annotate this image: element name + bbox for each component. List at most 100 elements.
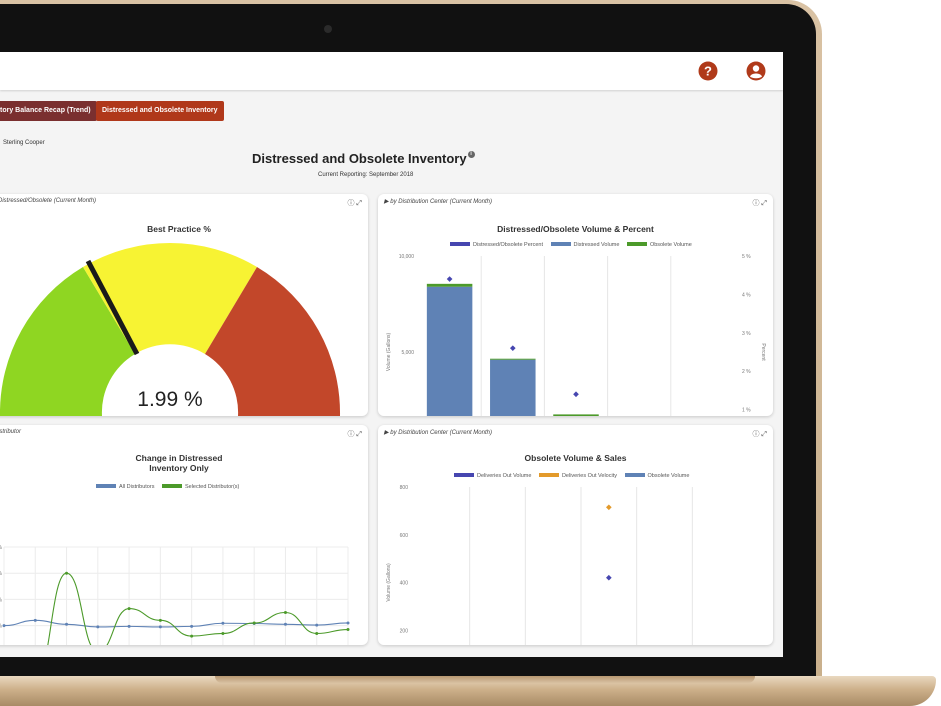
y-tick-label: 0% <box>0 571 3 577</box>
gauge-band-yellow <box>83 243 257 354</box>
series-point <box>127 607 131 611</box>
info-icon[interactable]: ⓘ <box>347 200 355 207</box>
info-icon[interactable]: ⓘ <box>752 431 760 438</box>
camera-icon <box>324 25 332 33</box>
obsolete-sales-card: ▶ by Distribution Center (Current Month)… <box>378 425 773 645</box>
series-point <box>221 631 225 635</box>
company-name: Sterling Cooper <box>3 140 45 146</box>
series-point <box>2 624 6 628</box>
expand-icon[interactable]: ⤢ <box>761 200 767 207</box>
chart-legend: All Distributors Selected Distributor(s) <box>90 484 239 490</box>
y-tick-label: 5,000 <box>401 350 414 356</box>
gauge-value: 1.99 % <box>137 388 202 411</box>
card-tools: ⓘ ⤢ <box>752 198 767 208</box>
series-point <box>33 618 37 622</box>
gauge-band-green <box>0 267 135 416</box>
percent-point <box>446 276 453 282</box>
legend-item: Deliveries Out Volume <box>477 473 532 479</box>
change-distressed-card: istributor ⓘ ⤢ Change in Distressed Inven… <box>0 425 368 645</box>
card-tools: ⓘ ⤢ <box>347 429 362 439</box>
series-point <box>221 621 225 625</box>
legend-item: All Distributors <box>119 484 155 490</box>
chart-title: Best Practice % <box>147 224 211 234</box>
chart-title: Obsolete Volume & Sales <box>524 453 627 463</box>
y-tick-label: 600 <box>400 533 409 539</box>
y-tick-label: 0% <box>0 597 3 603</box>
card-header: istributor <box>0 429 22 435</box>
legend-item: Distressed Volume <box>573 242 620 248</box>
legend-item: Obsolete Volume <box>649 242 692 248</box>
series-point <box>346 628 350 632</box>
gauge-hub <box>102 348 238 416</box>
y2-tick-label: 1 % <box>742 408 751 414</box>
chart-title: Distressed/Obsolete Volume & Percent <box>497 224 654 234</box>
y-tick-label: 10,000 <box>399 254 415 260</box>
series-line <box>47 572 349 645</box>
chart-title-line2: Inventory Only <box>149 463 209 473</box>
deliveries-velocity-point <box>606 504 612 511</box>
tab-balance-recap[interactable]: tory Balance Recap (Trend) <box>0 101 97 121</box>
y2-axis-label: Percent <box>760 343 766 361</box>
y-axis-label: Volume (Gallons) <box>386 332 392 371</box>
y2-tick-label: 2 % <box>742 369 751 375</box>
card-tools: ⓘ ⤢ <box>752 429 767 439</box>
y-axis-label: Volume (Gallons) <box>386 563 392 602</box>
tab-distressed-obsolete[interactable]: Distressed and Obsolete Inventory <box>96 101 224 121</box>
change-line-chart: 0%0%0%0%0%0%Oct 2017Nov 2017Dec 2017Jan … <box>0 545 350 645</box>
account-icon[interactable] <box>745 60 767 82</box>
percent-point <box>509 345 516 351</box>
series-point <box>283 622 287 626</box>
page-subtitle: Current Reporting: September 2018 <box>318 172 414 178</box>
series-point <box>315 631 319 635</box>
y-tick-label: 400 <box>400 581 409 587</box>
series-point <box>252 621 256 625</box>
legend-item: Obsolete Volume <box>647 473 690 479</box>
info-icon[interactable]: ⓘ <box>752 200 760 207</box>
help-icon[interactable]: ? <box>697 60 719 82</box>
series-point <box>346 621 350 625</box>
expand-icon[interactable]: ⤢ <box>761 431 767 438</box>
obsolete-sales-chart: 8006004002000Volume (Gallons)Millinville… <box>386 485 693 645</box>
series-point <box>190 634 194 638</box>
y2-tick-label: 3 % <box>742 331 751 337</box>
gauge-band-red <box>205 267 341 416</box>
series-point <box>65 571 69 575</box>
y-tick-label: 0% <box>0 545 3 551</box>
card-header-text: by Distribution Center (Current Month) <box>390 199 492 205</box>
series-line <box>3 619 349 628</box>
series-point <box>96 625 100 629</box>
gauge-chart: 1.99 % <box>0 243 341 416</box>
series-point <box>315 623 319 627</box>
series-point <box>158 625 162 629</box>
expand-icon[interactable]: ⤢ <box>356 200 362 207</box>
y-tick-label: 800 <box>400 485 409 491</box>
chart-legend: Distressed/Obsolete Percent Distressed V… <box>444 242 692 248</box>
y2-tick-label: 5 % <box>742 254 751 260</box>
chart-title-line1: Change in Distressed <box>135 453 223 463</box>
series-point <box>158 618 162 622</box>
card-header: Distressed/Obsolete (Current Month) <box>0 198 97 204</box>
deliveries-volume-point <box>606 574 612 581</box>
y-tick-label: 0% <box>0 624 3 630</box>
info-icon[interactable]: ⓘ <box>347 431 355 438</box>
expand-icon[interactable]: ⤢ <box>356 431 362 438</box>
y2-tick-label: 4 % <box>742 292 751 298</box>
bar-obsolete <box>426 283 473 287</box>
info-icon[interactable]: i <box>467 151 475 158</box>
series-point <box>65 622 69 626</box>
page-title-text: Distressed and Obsolete Inventory <box>252 151 467 166</box>
gauge-card: Distressed/Obsolete (Current Month) ⓘ ⤢ … <box>0 194 368 416</box>
legend-item: Selected Distributor(s) <box>184 484 240 490</box>
gauge-needle <box>85 259 140 356</box>
card-tools: ⓘ ⤢ <box>347 198 362 208</box>
card-header-text: by Distribution Center (Current Month) <box>390 430 492 436</box>
bar-distressed <box>426 286 473 416</box>
card-header: ▶ by Distribution Center (Current Month) <box>384 199 492 205</box>
dashboard-screen: ? tory Balance Recap (Trend) Distressed … <box>0 52 783 657</box>
series-point <box>190 624 194 628</box>
bar-obsolete <box>490 358 536 360</box>
chart-title: Change in Distressed Inventory Only <box>0 453 368 473</box>
bar-distressed <box>490 359 536 416</box>
bar-obsolete <box>553 414 599 416</box>
